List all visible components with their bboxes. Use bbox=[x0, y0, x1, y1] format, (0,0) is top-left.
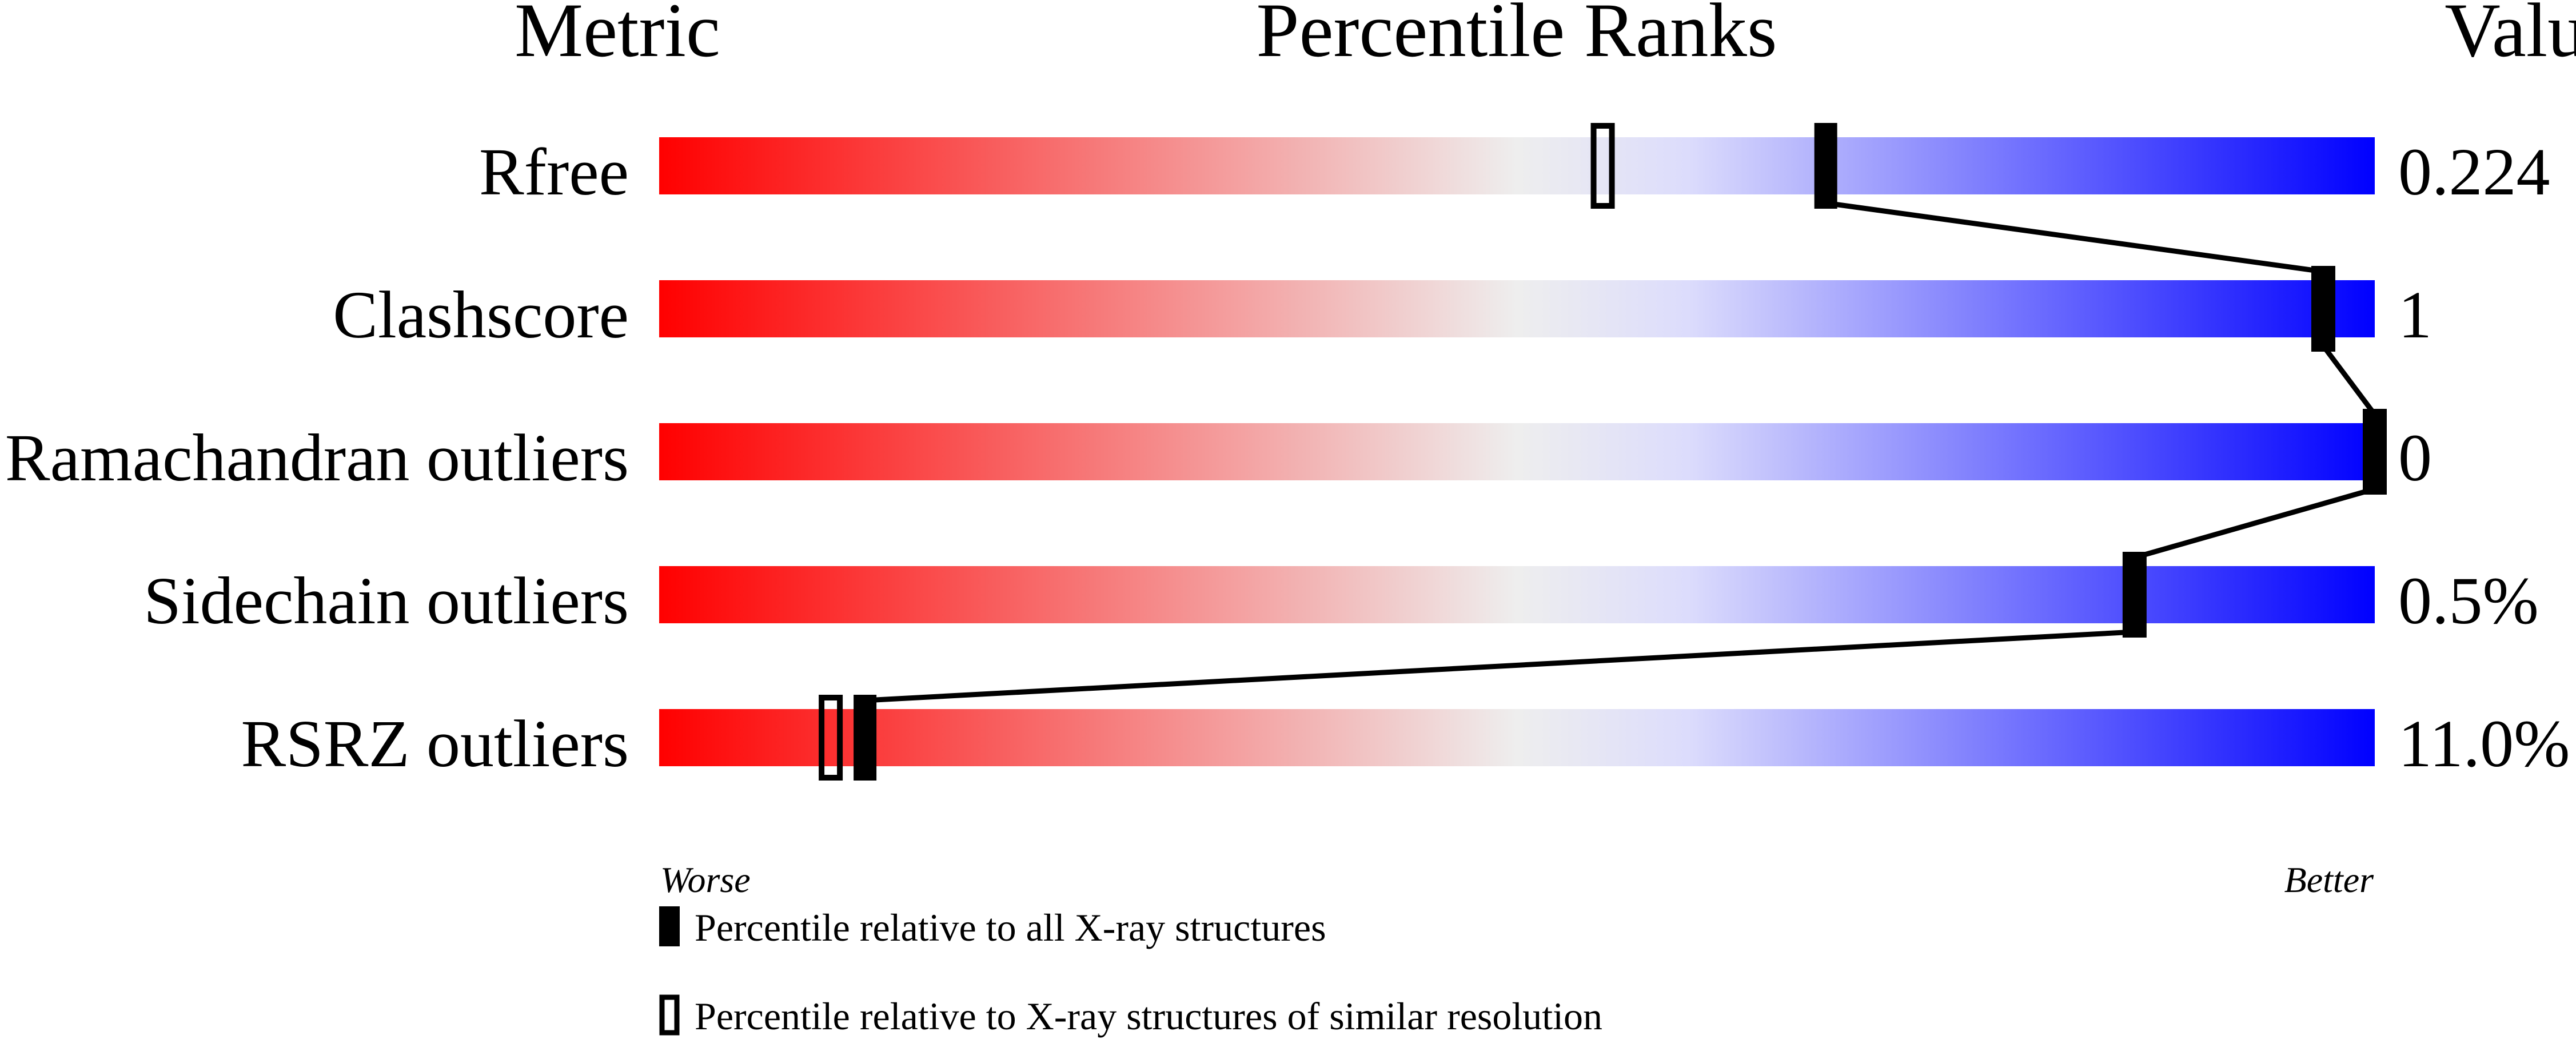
percentile-bar bbox=[659, 423, 2375, 480]
marker-all-structures bbox=[854, 695, 877, 781]
metric-label: Ramachandran outliers bbox=[5, 420, 629, 495]
header-value: Value bbox=[2445, 0, 2576, 73]
metric-value: 11.0% bbox=[2398, 706, 2570, 781]
percentile-bar bbox=[659, 137, 2375, 194]
marker-all-structures bbox=[2123, 552, 2146, 638]
legend-label-all: Percentile relative to all X-ray structu… bbox=[695, 906, 1326, 949]
metric-label: Clashscore bbox=[333, 277, 629, 352]
connector-line bbox=[2134, 486, 2376, 560]
metric-value: 1 bbox=[2398, 277, 2432, 352]
marker-all-structures bbox=[1814, 123, 1837, 209]
percentile-bar bbox=[659, 566, 2375, 623]
legend-label-similar: Percentile relative to X-ray structures … bbox=[695, 994, 1602, 1038]
marker-all-structures bbox=[2363, 409, 2386, 495]
axis-label-worse: Worse bbox=[660, 859, 751, 900]
metric-value: 0.5% bbox=[2398, 563, 2539, 638]
legend-filled-marker-icon bbox=[659, 906, 680, 946]
marker-all-structures bbox=[2311, 266, 2335, 352]
connector-line bbox=[1825, 200, 2324, 274]
marker-similar-resolution bbox=[1590, 123, 1615, 209]
marker-similar-resolution bbox=[819, 695, 843, 781]
header-percentile-ranks: Percentile Ranks bbox=[1257, 0, 1777, 73]
metric-label: RSRZ outliers bbox=[241, 706, 629, 781]
percentile-bar bbox=[659, 280, 2375, 337]
connector-line bbox=[2321, 344, 2377, 416]
legend-open-marker-icon bbox=[659, 994, 680, 1036]
axis-label-better: Better bbox=[2284, 859, 2374, 900]
percentile-bar bbox=[659, 709, 2375, 766]
metric-value: 0 bbox=[2398, 420, 2432, 495]
metric-label: Rfree bbox=[479, 134, 629, 209]
connector-line bbox=[864, 629, 2135, 703]
metric-value: 0.224 bbox=[2398, 134, 2550, 209]
metric-label: Sidechain outliers bbox=[143, 563, 629, 638]
header-metric: Metric bbox=[515, 0, 720, 73]
